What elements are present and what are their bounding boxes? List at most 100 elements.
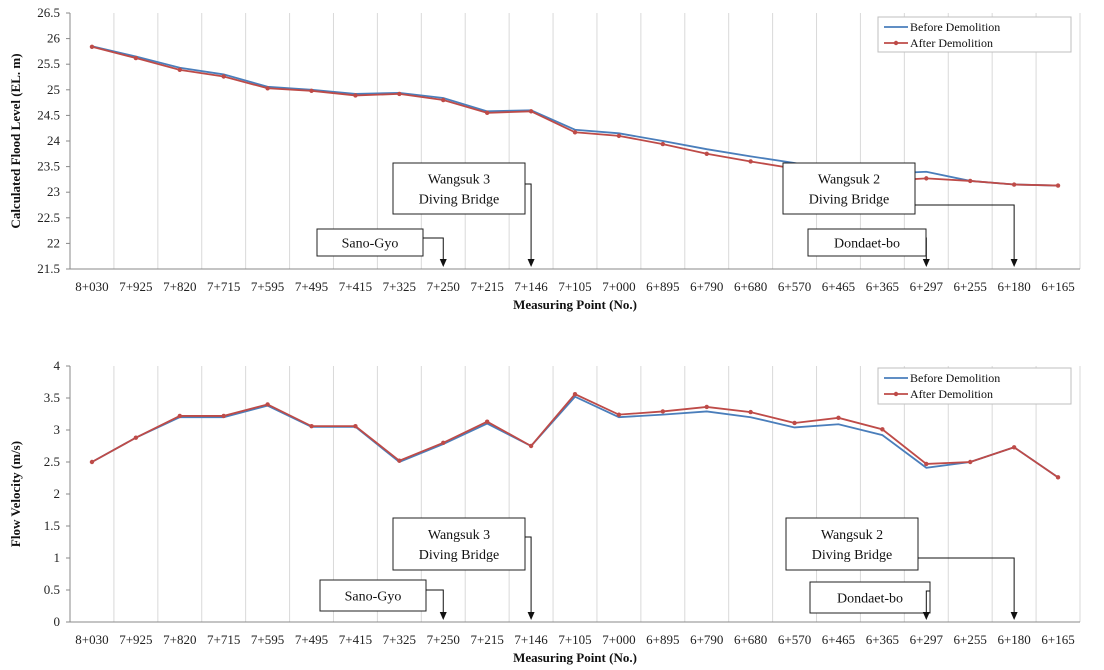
- data-point: [484, 419, 490, 424]
- data-point: [1055, 183, 1061, 188]
- data-point: [484, 110, 490, 116]
- data-point: [968, 459, 973, 465]
- annotation-label: Wangsuk 2: [818, 173, 880, 188]
- x-tick-label: 7+925: [119, 279, 152, 294]
- data-point: [441, 97, 446, 103]
- y-tick-label: 23.5: [37, 159, 60, 174]
- x-tick-label: 6+570: [778, 279, 811, 294]
- x-tick-label: 8+030: [75, 279, 108, 294]
- y-tick-label: 21.5: [37, 261, 60, 276]
- y-tick-label: 25: [47, 82, 60, 97]
- annotation: Dondaet-bo: [807, 228, 930, 267]
- annotation-box: [392, 517, 526, 571]
- arrow-head: [439, 259, 447, 267]
- annotation: Sano-Gyo: [316, 228, 447, 267]
- x-tick-label: 6+255: [954, 279, 987, 294]
- arrow-head: [527, 259, 535, 267]
- annotation-label: Diving Bridge: [419, 548, 500, 563]
- data-point: [89, 459, 95, 465]
- annotation-box: [785, 517, 919, 571]
- x-tick-label: 7+000: [602, 279, 635, 294]
- data-point: [660, 409, 666, 414]
- annotation: Wangsuk 3 Diving Bridge: [392, 517, 535, 620]
- y-axis-title: Calculated Flood Level (EL. m): [8, 53, 23, 228]
- data-point: [704, 151, 709, 156]
- x-tick-label: 6+895: [646, 632, 679, 647]
- arrow-head: [922, 259, 930, 267]
- x-tick-label: 7+250: [427, 279, 460, 294]
- data-point: [177, 413, 182, 419]
- x-tick-label: 6+790: [690, 279, 723, 294]
- x-tick-label: 6+680: [734, 632, 767, 647]
- arrow-head: [1010, 612, 1018, 620]
- legend-label: After Demolition: [910, 36, 993, 50]
- x-tick-label: 6+465: [822, 279, 855, 294]
- x-tick-label: 8+030: [75, 632, 108, 647]
- x-tick-label: 7+820: [163, 632, 196, 647]
- annotation: Dondaet-bo: [809, 581, 931, 620]
- data-point: [616, 412, 622, 417]
- data-point: [1011, 445, 1017, 450]
- legend-marker: [893, 391, 899, 397]
- annotation-label: Wangsuk 2: [821, 528, 883, 543]
- data-point: [221, 413, 226, 419]
- x-tick-label: 7+215: [471, 632, 504, 647]
- x-tick-label: 7+925: [119, 632, 152, 647]
- x-tick-label: 6+180: [997, 279, 1030, 294]
- annotation-box: [809, 581, 931, 614]
- data-point: [133, 435, 139, 440]
- x-tick-label: 7+105: [558, 632, 591, 647]
- annotation-leader: [525, 183, 532, 260]
- x-tick-label: 7+325: [383, 279, 416, 294]
- annotation-leader: [918, 557, 1015, 613]
- x-tick-label: 6+165: [1041, 632, 1074, 647]
- data-point: [397, 91, 402, 97]
- annotation-box: [782, 162, 916, 215]
- y-tick-label: 3.5: [44, 390, 60, 405]
- data-point: [748, 159, 753, 164]
- data-point: [309, 88, 314, 94]
- annotation-label: Diving Bridge: [809, 193, 890, 208]
- x-tick-label: 6+365: [866, 279, 899, 294]
- arrow-head: [922, 612, 930, 620]
- data-point: [397, 458, 402, 463]
- data-point: [880, 427, 885, 432]
- y-tick-label: 2: [54, 486, 61, 501]
- legend-marker: [893, 40, 899, 46]
- legend-label: Before Demolition: [910, 371, 1000, 385]
- data-point: [133, 55, 139, 61]
- arrow-head: [527, 612, 535, 620]
- arrow-head: [439, 612, 447, 620]
- y-tick-label: 1.5: [44, 518, 60, 533]
- x-tick-label: 7+415: [339, 279, 372, 294]
- y-tick-label: 0.5: [44, 582, 60, 597]
- y-tick-label: 26: [47, 31, 61, 46]
- x-tick-label: 6+570: [778, 632, 811, 647]
- y-tick-label: 26.5: [37, 5, 60, 20]
- data-point: [353, 423, 358, 429]
- legend-label: After Demolition: [910, 387, 993, 401]
- annotation-label: Dondaet-bo: [837, 592, 903, 607]
- y-tick-label: 0: [54, 614, 61, 629]
- x-tick-label: 7+495: [295, 632, 328, 647]
- annotation: Wangsuk 2 Diving Bridge: [782, 162, 1018, 267]
- data-point: [528, 109, 534, 114]
- arrow-head: [1010, 259, 1018, 267]
- x-tick-label: 7+595: [251, 279, 284, 294]
- data-point: [353, 93, 358, 98]
- annotation-leader: [925, 590, 930, 613]
- x-tick-label: 7+495: [295, 279, 328, 294]
- x-tick-label: 6+680: [734, 279, 767, 294]
- annotation-box: [319, 579, 427, 612]
- data-point: [836, 415, 841, 421]
- annotation-box: [392, 162, 526, 215]
- annotation: Wangsuk 3 Diving Bridge: [392, 162, 535, 267]
- data-point: [89, 44, 95, 49]
- annotation-label: Wangsuk 3: [428, 528, 490, 543]
- data-point: [572, 130, 578, 135]
- x-tick-label: 6+465: [822, 632, 855, 647]
- data-point: [616, 133, 622, 139]
- data-point: [792, 420, 797, 426]
- x-axis-title: Measuring Point (No.): [513, 297, 637, 312]
